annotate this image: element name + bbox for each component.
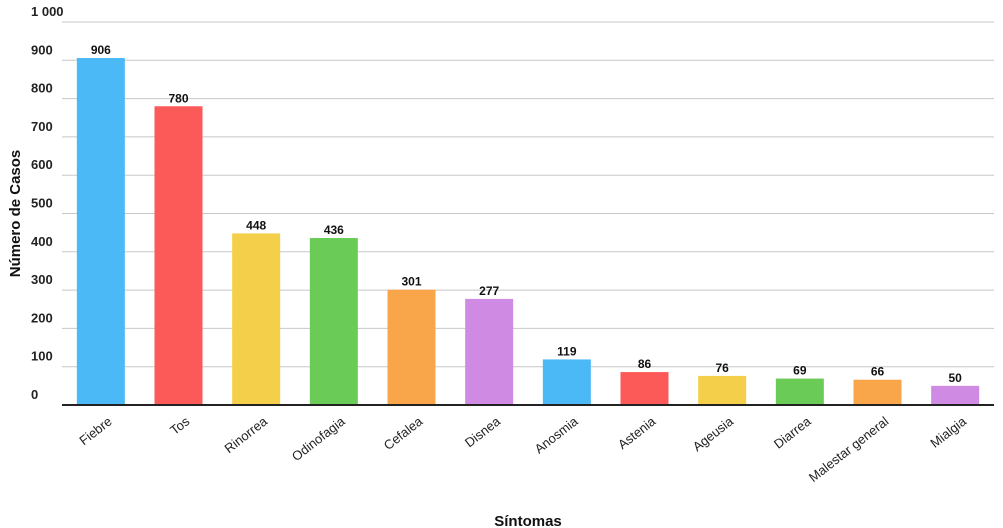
- x-tick-label-odinofagia: Odinofagia: [289, 413, 348, 464]
- data-label-cefalea: 301: [401, 275, 421, 289]
- x-tick-label-ageusia: Ageusia: [690, 413, 737, 454]
- data-label-anosmia: 119: [557, 344, 577, 358]
- y-tick-label-300: 300: [31, 272, 53, 287]
- data-label-mialgia: 50: [948, 371, 962, 385]
- bar-diarrea: [775, 378, 824, 405]
- y-tick-label-1000: 1 000: [31, 4, 64, 19]
- bar-anosmia: [542, 359, 591, 405]
- x-tick-label-diarrea: Diarrea: [771, 413, 814, 452]
- data-label-odinofagia: 436: [324, 223, 344, 237]
- bar-astenia: [620, 372, 669, 405]
- x-tick-label-cefalea: Cefalea: [381, 413, 426, 453]
- x-tick-label-mialgia: Mialgia: [927, 413, 969, 451]
- x-tick-label-rinorrea: Rinorrea: [221, 413, 270, 456]
- x-tick-label-anosmia: Anosmia: [532, 413, 582, 456]
- bar-rinorrea: [232, 233, 281, 405]
- y-tick-label-0: 0: [31, 387, 38, 402]
- x-axis-title: Síntomas: [494, 513, 562, 528]
- x-tick-label-malestar-general: Malestar general: [806, 413, 892, 485]
- bar-ageusia: [698, 375, 747, 405]
- bar-odinofagia: [309, 238, 358, 405]
- data-label-diarrea: 69: [793, 364, 807, 378]
- data-label-ageusia: 76: [715, 361, 729, 375]
- x-axis-categories: Fiebre Tos Rinorrea Odinofagia Cefalea Disnea…: [76, 413, 969, 485]
- y-tick-label-900: 900: [31, 42, 53, 57]
- x-tick-label-fiebre: Fiebre: [76, 414, 114, 449]
- y-tick-label-700: 700: [31, 119, 53, 134]
- grid-lines: [62, 21, 994, 368]
- y-tick-label-400: 400: [31, 234, 53, 249]
- bar-tos: [154, 106, 203, 405]
- bar-disnea: [465, 298, 514, 405]
- data-label-fiebre: 906: [91, 43, 111, 57]
- bar-mialgia: [931, 385, 980, 405]
- y-tick-label-600: 600: [31, 157, 53, 172]
- y-tick-label-100: 100: [31, 349, 53, 364]
- x-tick-label-astenia: Astenia: [615, 413, 659, 452]
- data-label-disnea: 277: [479, 284, 499, 298]
- x-tick-label-disnea: Disnea: [462, 413, 504, 450]
- bar-fiebre: [76, 58, 125, 405]
- data-labels: 906 780 448 436 301 277 119 86 76 69 66 50: [91, 43, 962, 385]
- y-axis-ticks: 0 100 200 300 400 500 600 700 800 900 1 000: [31, 4, 64, 402]
- bar-cefalea: [387, 289, 436, 405]
- y-tick-label-800: 800: [31, 81, 53, 96]
- x-tick-label-tos: Tos: [167, 413, 193, 438]
- bar-malestar-general: [853, 379, 902, 405]
- data-label-astenia: 86: [638, 357, 652, 371]
- data-label-rinorrea: 448: [246, 218, 266, 232]
- y-tick-label-200: 200: [31, 310, 53, 325]
- bars: [76, 58, 980, 405]
- data-label-malestar-general: 66: [871, 365, 885, 379]
- data-label-tos: 780: [168, 91, 188, 105]
- y-tick-label-500: 500: [31, 196, 53, 211]
- y-axis-title: Número de Casos: [7, 150, 24, 278]
